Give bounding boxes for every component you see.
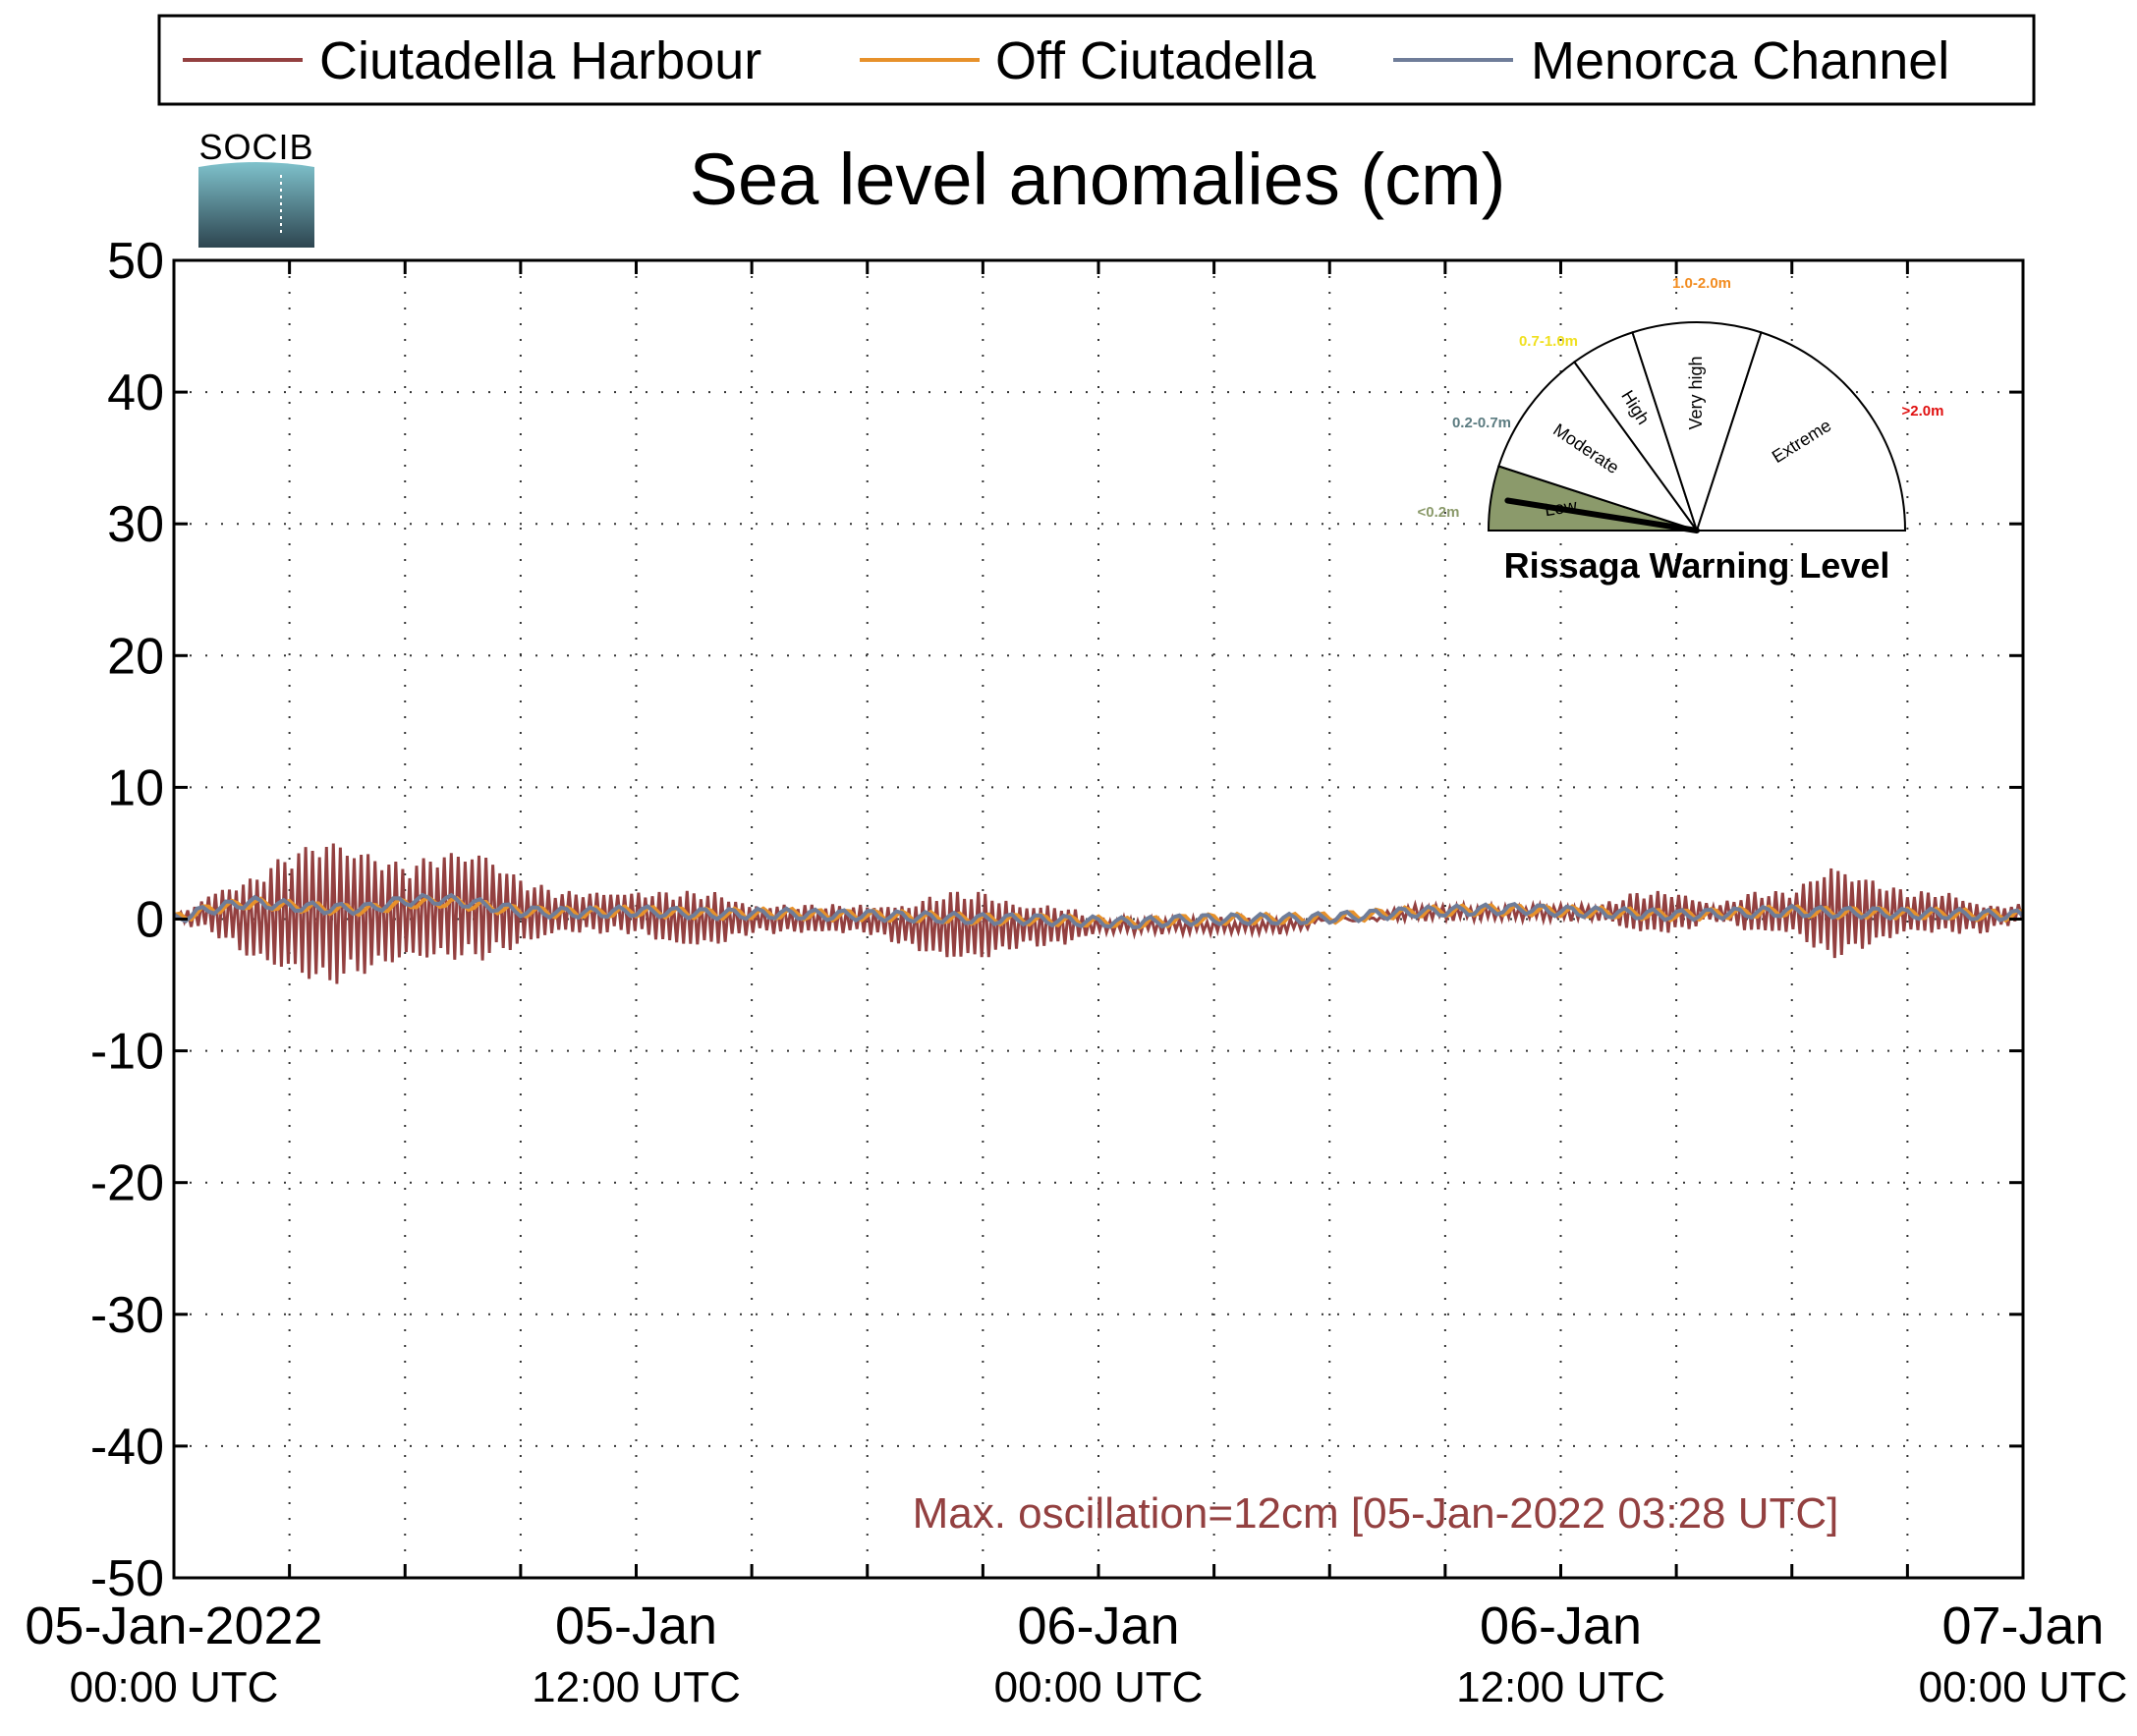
gauge-range-label: 0.2-0.7m [1452, 415, 1511, 431]
gauge-sector [1695, 331, 1907, 532]
socib-logo: SOCIB [198, 127, 314, 248]
y-tick-label: -10 [90, 1024, 164, 1081]
x-tick-label-time: 00:00 UTC [994, 1663, 1204, 1711]
legend-label: Ciutadella Harbour [319, 31, 761, 90]
series-line-menorca-channel [172, 892, 2025, 930]
y-tick-label: 30 [107, 496, 164, 553]
x-tick-label-date: 06-Jan [1480, 1596, 1642, 1655]
gauge-range-label: <0.2m [1418, 504, 1460, 521]
gauge-needle [1504, 497, 1700, 533]
chart-title: Sea level anomalies (cm) [690, 139, 1506, 220]
y-axis: 50 40 30 20 10 0 -10 -20 -30 -40 -50 [90, 233, 2023, 1607]
gauge-range-label: 1.0-2.0m [1672, 275, 1731, 292]
legend-label: Off Ciutadella [995, 31, 1317, 90]
legend-label: Menorca Channel [1531, 31, 1949, 90]
legend: Ciutadella Harbour Off Ciutadella Menorca … [157, 14, 2036, 106]
y-tick-label: -20 [90, 1155, 164, 1212]
x-tick-label-time: 00:00 UTC [70, 1663, 279, 1711]
gauge-sector-label: Very high [1686, 356, 1706, 429]
rissaga-gauge: LowModerateHighVery highExtreme<0.2m0.2-… [1418, 275, 1944, 586]
x-tick-label-date: 07-Jan [1941, 1596, 2104, 1655]
y-tick-label: 40 [107, 364, 164, 421]
logo-wave-shape [198, 162, 314, 248]
gauge-sector [1631, 321, 1763, 534]
y-tick-label: -40 [90, 1419, 164, 1476]
x-tick-label-date: 06-Jan [1017, 1596, 1179, 1655]
series-layer [172, 843, 2025, 984]
x-tick-label-date: 05-Jan-2022 [25, 1596, 322, 1655]
gauge-range-label: >2.0m [1902, 403, 1944, 420]
x-tick-label-time: 12:00 UTC [1456, 1663, 1665, 1711]
x-tick-label-time: 12:00 UTC [532, 1663, 741, 1711]
y-tick-label: 50 [107, 233, 164, 290]
y-tick-label: -30 [90, 1287, 164, 1344]
y-tick-label: -50 [90, 1550, 164, 1607]
y-tick-label: 20 [107, 628, 164, 685]
max-oscillation-note: Max. oscillation=12cm [05-Jan-2022 03:28… [913, 1489, 1839, 1538]
x-tick-label-time: 00:00 UTC [1919, 1663, 2128, 1711]
legend-box [157, 14, 2036, 106]
gauge-range-label: 0.7-1.0m [1519, 333, 1578, 350]
gauge-sector [1497, 361, 1700, 532]
gauge-title: Rissaga Warning Level [1504, 545, 1890, 586]
y-tick-label: 0 [136, 892, 164, 949]
x-tick-label-date: 05-Jan [555, 1596, 717, 1655]
logo-text: SOCIB [198, 127, 313, 167]
x-axis: 05-Jan-2022 00:00 UTC 05-Jan 12:00 UTC 06-Ja… [25, 260, 2127, 1711]
y-tick-label: 10 [107, 759, 164, 816]
